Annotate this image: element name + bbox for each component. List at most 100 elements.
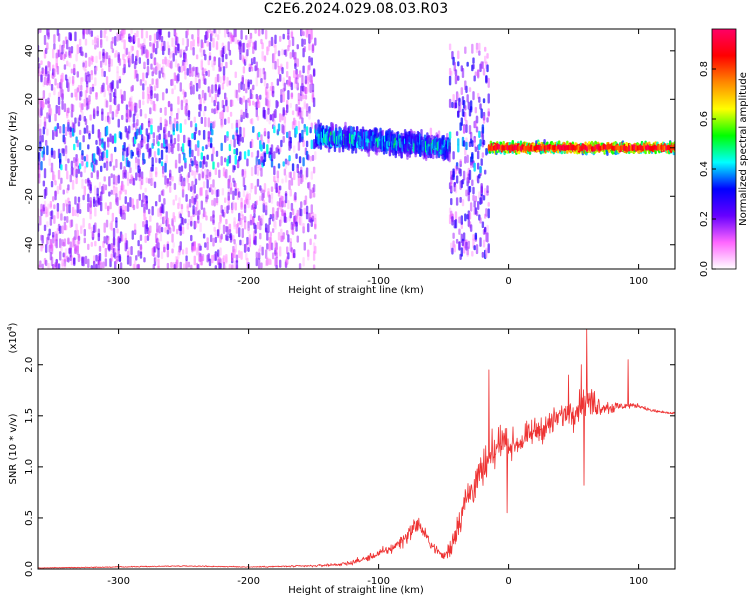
heatmap-cell <box>171 88 174 95</box>
heatmap-cell <box>78 142 82 151</box>
heatmap-cell <box>303 128 306 135</box>
heatmap-cell <box>307 154 310 161</box>
heatmap-cell <box>243 170 247 179</box>
heatmap-cell <box>94 240 97 247</box>
heatmap-cell <box>204 211 207 218</box>
heatmap-cell <box>296 78 299 88</box>
heatmap-cell <box>50 150 54 158</box>
heatmap-cell <box>153 93 157 99</box>
heatmap-cell <box>172 123 175 132</box>
heatmap-cell <box>465 189 468 197</box>
heatmap-cell <box>478 42 481 51</box>
heatmap-cell <box>152 138 156 147</box>
heatmap-cell <box>84 89 88 100</box>
heatmap-cell <box>150 99 153 105</box>
heatmap-cell <box>218 57 221 68</box>
heatmap-cell <box>295 125 298 135</box>
heatmap-cell <box>197 146 200 157</box>
heatmap-cell <box>474 195 478 203</box>
heatmap-cell <box>289 141 292 149</box>
heatmap-cell <box>110 253 113 262</box>
heatmap-cell <box>157 239 160 249</box>
heatmap-cell <box>291 163 295 172</box>
heatmap-cell <box>115 158 118 169</box>
heatmap-cell <box>184 218 187 224</box>
heatmap-cell <box>240 114 243 123</box>
heatmap-cell <box>39 141 42 152</box>
heatmap-cell <box>242 188 246 198</box>
heatmap-cell <box>130 45 133 53</box>
heatmap-cell <box>200 39 203 49</box>
heatmap-cell <box>288 39 291 48</box>
heatmap-cell <box>259 195 262 202</box>
heatmap-cell <box>126 177 130 187</box>
heatmap-cell <box>56 82 60 89</box>
heatmap-cell <box>103 222 106 233</box>
heatmap-cell <box>468 212 472 220</box>
heatmap-cell <box>284 193 288 204</box>
heatmap-cell <box>94 65 97 75</box>
heatmap-cell <box>216 228 220 237</box>
heatmap-cell <box>273 165 276 176</box>
heatmap-cell <box>420 128 423 141</box>
heatmap-cell <box>475 115 479 124</box>
heatmap-cell <box>304 94 308 100</box>
heatmap-cell <box>295 103 298 112</box>
heatmap-cell <box>467 210 471 220</box>
heatmap-cell <box>153 181 157 189</box>
heatmap-cell <box>307 82 310 92</box>
heatmap-cell <box>191 196 194 204</box>
heatmap-cell <box>161 169 165 178</box>
heatmap-cell <box>199 222 202 233</box>
heatmap-cell <box>157 125 160 133</box>
heatmap-cell <box>455 131 459 137</box>
heatmap-cell <box>103 70 106 78</box>
heatmap-cell <box>266 91 269 99</box>
heatmap-cell <box>172 199 175 206</box>
heatmap-cell <box>105 219 109 228</box>
heatmap-cell <box>114 136 117 144</box>
heatmap-cell <box>261 42 264 50</box>
heatmap-cell <box>476 162 480 170</box>
heatmap-cell <box>50 242 54 252</box>
heatmap-cell <box>67 184 70 191</box>
spectrogram-y-tick-label: 20 <box>24 93 35 106</box>
heatmap-cell <box>219 214 222 224</box>
heatmap-cell <box>484 226 487 233</box>
heatmap-cell <box>71 206 75 217</box>
heatmap-cell <box>41 243 44 249</box>
heatmap-cell <box>195 82 199 92</box>
heatmap-cell <box>131 230 134 240</box>
heatmap-cell <box>232 201 235 209</box>
heatmap-cell <box>144 187 147 193</box>
heatmap-cell <box>482 194 486 201</box>
heatmap-cell <box>274 108 277 119</box>
heatmap-cell <box>48 109 51 116</box>
heatmap-cell <box>151 177 154 186</box>
heatmap-cell <box>169 181 172 187</box>
heatmap-cell <box>73 156 76 164</box>
heatmap-cell <box>250 117 254 125</box>
heatmap-cell <box>69 241 72 250</box>
heatmap-cell <box>246 198 249 205</box>
heatmap-cell <box>54 190 57 197</box>
heatmap-cell <box>119 162 123 170</box>
heatmap-cell <box>159 122 163 131</box>
heatmap-cell <box>42 102 46 108</box>
heatmap-cell <box>107 84 110 92</box>
heatmap-cell <box>81 111 84 120</box>
heatmap-cell <box>48 103 51 114</box>
heatmap-cell <box>85 74 89 85</box>
heatmap-cell <box>238 119 241 129</box>
heatmap-cell <box>204 168 207 176</box>
heatmap-cell <box>83 127 86 134</box>
heatmap-cell <box>179 223 182 232</box>
heatmap-cell <box>274 34 277 45</box>
heatmap-cell <box>124 232 127 242</box>
heatmap-cell <box>44 244 48 253</box>
heatmap-cell <box>271 62 275 70</box>
heatmap-cell <box>84 255 88 265</box>
heatmap-cell <box>166 41 170 50</box>
heatmap-cell <box>252 84 255 91</box>
heatmap-cell <box>250 66 254 72</box>
